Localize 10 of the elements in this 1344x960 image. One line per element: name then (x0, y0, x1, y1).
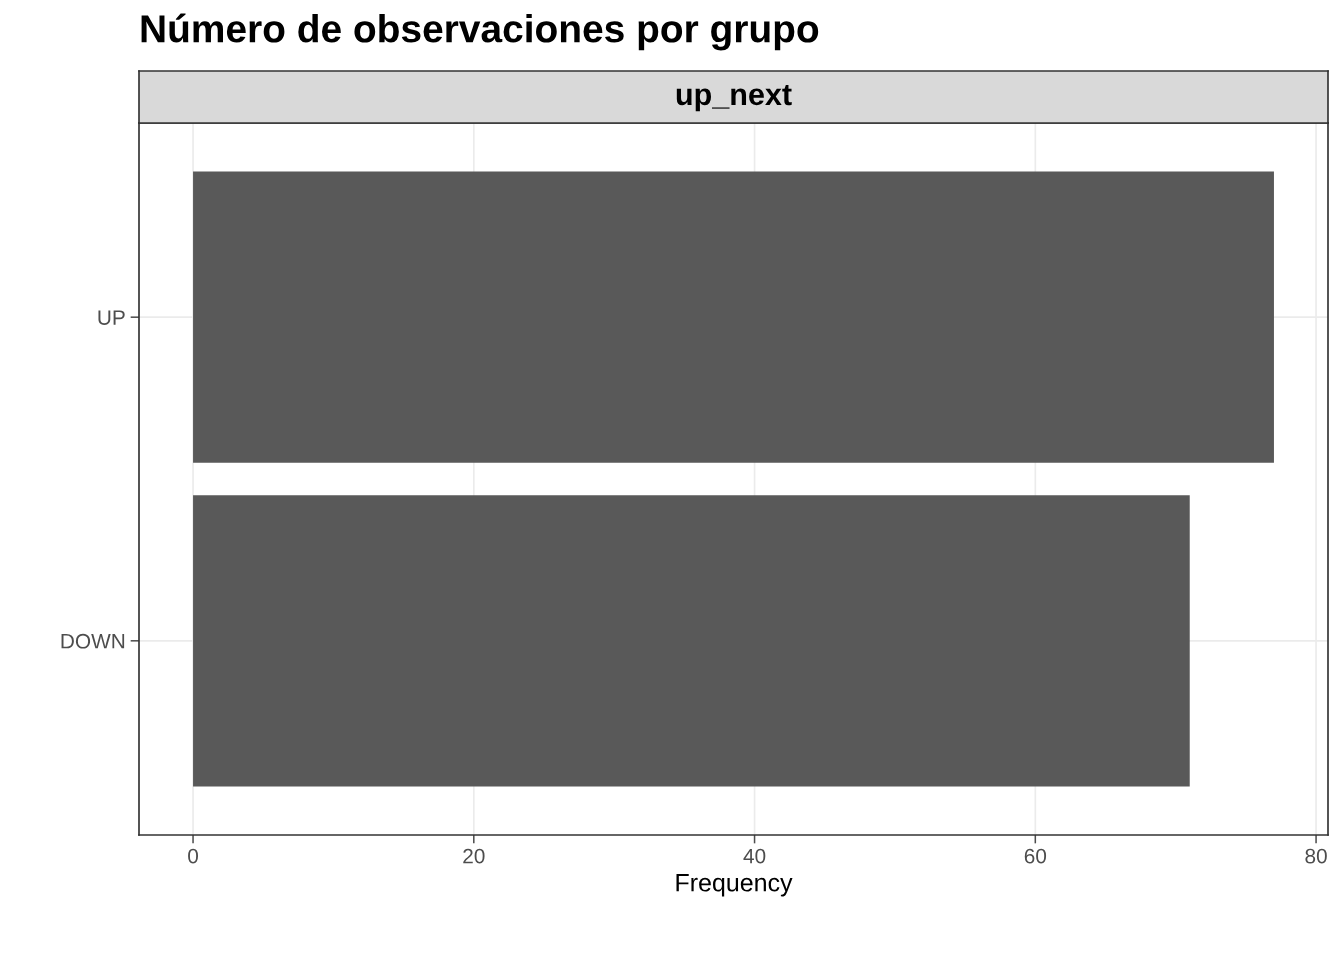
x-tick-label: 0 (188, 848, 199, 864)
chart-subtitle: up_next (676, 84, 792, 112)
x-tick-label: 20 (463, 848, 485, 864)
x-tick-label: 80 (1305, 848, 1327, 864)
chart-title: Número de observaciones por grupo (141, 13, 819, 51)
x-tick-label: 60 (1024, 848, 1047, 864)
y-tick-label: DOWN (61, 633, 125, 649)
x-axis-title: Frequency (676, 874, 793, 897)
y-tick-label: UP (98, 310, 125, 325)
x-tick-label: 40 (743, 848, 766, 864)
